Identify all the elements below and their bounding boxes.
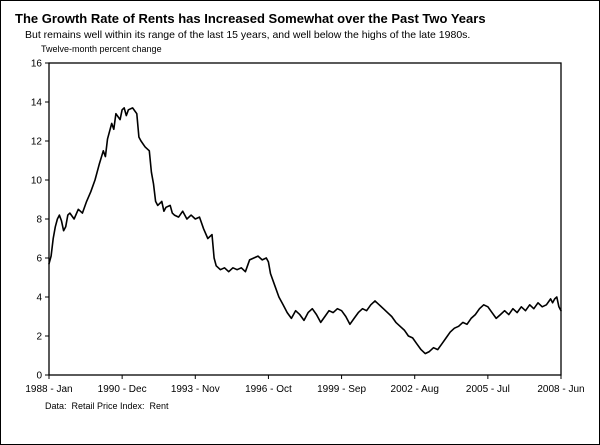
y-axis-tick-label: 8 bbox=[36, 215, 42, 226]
rent-growth-line bbox=[48, 107, 562, 355]
x-axis-tick-label: 1999 - Sep bbox=[317, 384, 366, 395]
data-source-note: Data: Retail Price Index: Rent bbox=[45, 401, 169, 411]
plot-border bbox=[48, 62, 562, 376]
x-axis-tick-label: 2005 - Jul bbox=[466, 384, 510, 395]
x-axis-tick-label: 1988 - Jan bbox=[25, 384, 72, 395]
x-axis-tick-label: 2002 - Aug bbox=[391, 384, 439, 395]
y-axis-tick-label: 12 bbox=[31, 137, 43, 148]
y-axis-tick-label: 2 bbox=[36, 332, 42, 343]
x-axis-tick-label: 1993 - Nov bbox=[171, 384, 220, 395]
y-axis-tick-label: 10 bbox=[31, 176, 43, 187]
y-axis-tick-label: 4 bbox=[36, 293, 42, 304]
y-axis-tick-label: 14 bbox=[31, 98, 43, 109]
y-axis-tick-label: 6 bbox=[36, 254, 42, 265]
x-axis-tick-label: 2008 - Jun bbox=[537, 384, 584, 395]
chart-subtitle: But remains well within its range of the… bbox=[25, 29, 471, 41]
rent-growth-line-chart: 0 2 4 6 8 10 12 14 16 1988 - Jan 1990 - Dec 1993 - … bbox=[25, 59, 584, 396]
x-axis-tick-label: 1996 - Oct bbox=[245, 384, 292, 395]
y-axis-tick-label: 0 bbox=[36, 371, 42, 382]
y-axis-tick-label: 16 bbox=[31, 59, 43, 70]
chart-title: The Growth Rate of Rents has Increased S… bbox=[15, 11, 486, 26]
y-axis-unit-label: Twelve-month percent change bbox=[41, 44, 162, 54]
x-axis-tick-label: 1990 - Dec bbox=[98, 384, 147, 395]
